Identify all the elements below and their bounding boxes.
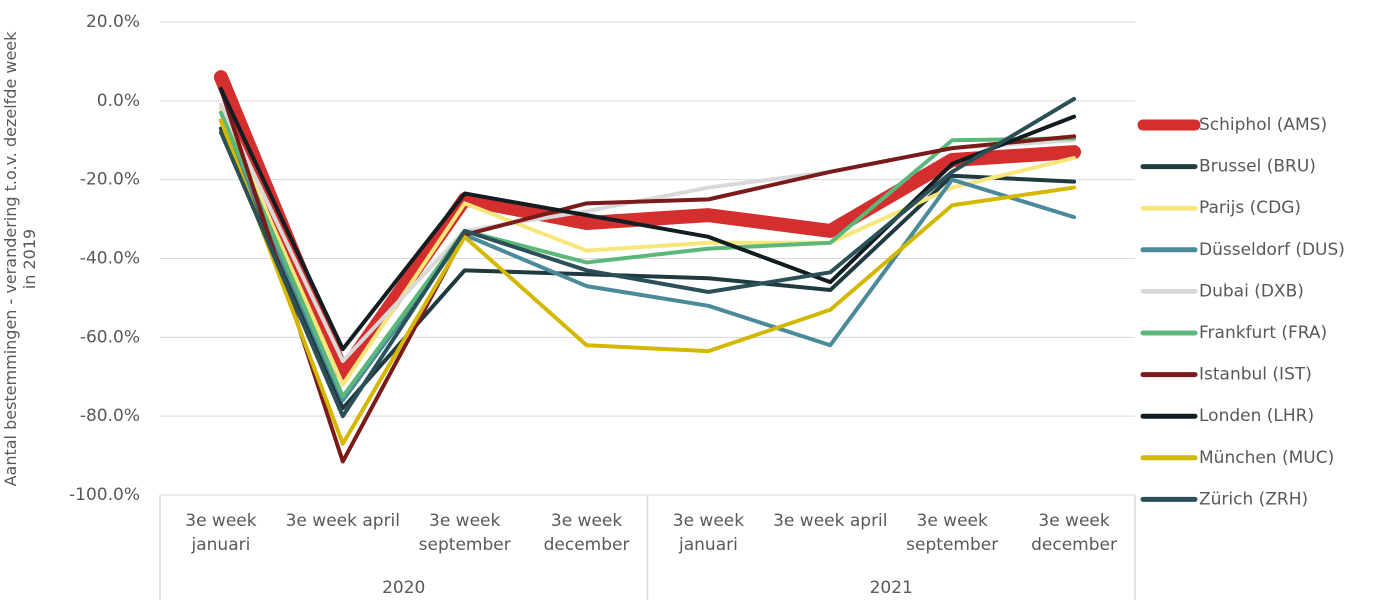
y-tick-label: -20.0% [80,170,140,190]
x-tick-label: 3e week januari [672,511,745,555]
legend-label: Düsseldorf (DUS) [1199,240,1345,260]
series-line [218,110,1077,399]
series-line [213,70,1082,380]
legend-label: Zürich (ZRH) [1199,489,1308,509]
x-tick-label: 3e week september [418,511,511,555]
x-tick-label: 3e week april [285,511,401,531]
x-tick-label: 3e week september [906,511,999,555]
legend-label: Istanbul (IST) [1199,365,1312,385]
legend-label: Brussel (BRU) [1199,157,1316,177]
x-tick-label: 3e week januari [185,511,257,555]
y-tick-label: -100.0% [69,485,140,505]
y-tick-label: 0.0% [97,91,140,111]
legend-label: Frankfurt (FRA) [1199,323,1327,343]
y-tick-label: -40.0% [80,249,140,269]
legend-label: München (MUC) [1199,448,1334,468]
x-tick-label: 3e week december [1031,511,1117,555]
legend-label: Parijs (CDG) [1199,198,1301,218]
series-line [218,87,1077,464]
group-label: 2021 [870,578,913,598]
y-axis-label: Aantal bestemmingen - verandering t.o.v.… [1,31,39,487]
x-tick-label: 3e week april [773,511,888,531]
series-line [218,118,1077,403]
series-line [218,96,1077,419]
y-tick-label: -60.0% [80,327,140,347]
series-line [218,106,1077,387]
x-tick-label: 3e week december [543,511,630,555]
y-tick-label: 20.0% [86,12,140,32]
legend-label: Dubai (DXB) [1199,281,1304,301]
legend-label: Schiphol (AMS) [1199,115,1327,135]
y-tick-label: -80.0% [80,406,140,426]
legend-label: Londen (LHR) [1199,406,1314,426]
series-line [218,118,1077,446]
series-line [218,87,1077,352]
group-label: 2020 [382,578,425,598]
